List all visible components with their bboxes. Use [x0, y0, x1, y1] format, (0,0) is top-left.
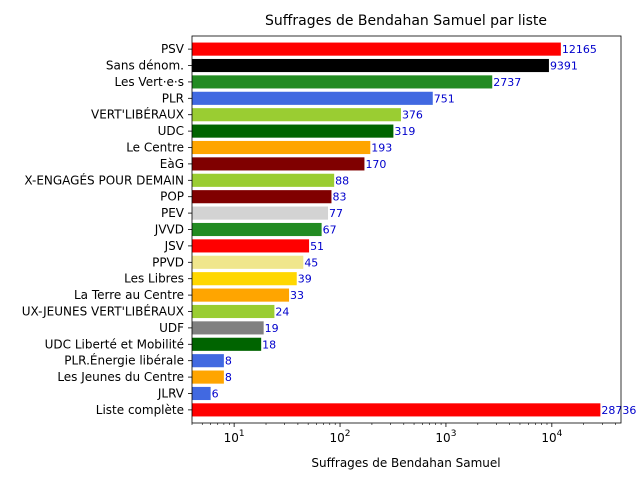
- value-label: 39: [298, 273, 312, 286]
- bar: [192, 272, 297, 286]
- y-tick-label: JVVD: [154, 223, 184, 237]
- bar: [192, 354, 224, 368]
- bar: [192, 337, 262, 351]
- value-label: 2737: [493, 76, 521, 89]
- x-tick-label: 104: [541, 429, 562, 445]
- bar: [192, 190, 332, 204]
- bar: [192, 58, 549, 73]
- y-tick-label: PPVD: [152, 255, 184, 269]
- x-tick-base: 10: [435, 431, 450, 445]
- bar: [192, 75, 493, 89]
- x-tick-exponent: 1: [239, 429, 245, 439]
- bar: [192, 239, 310, 253]
- y-tick-label: PLR: [162, 91, 184, 105]
- y-tick-label: POP: [160, 190, 184, 204]
- bar: [192, 91, 433, 105]
- value-label: 319: [394, 125, 415, 138]
- value-label: 170: [365, 158, 386, 171]
- plot-frame: [191, 35, 622, 424]
- y-tick-label: Sans dénom.: [106, 59, 184, 73]
- y-tick-label: JSV: [164, 239, 185, 253]
- value-label: 45: [304, 256, 318, 269]
- x-tick-base: 10: [224, 431, 239, 445]
- x-tick-exponent: 2: [345, 429, 351, 439]
- bar: [192, 140, 371, 155]
- x-tick-label: 103: [435, 429, 456, 445]
- y-tick-label: UX-JEUNES VERT'LIBÉRAUX: [22, 303, 184, 318]
- x-tick-label: 101: [224, 429, 245, 445]
- y-tick-label: PSV: [161, 42, 185, 56]
- value-label: 8: [225, 371, 232, 384]
- value-label: 8: [225, 355, 232, 368]
- value-label: 51: [310, 240, 324, 253]
- value-label: 83: [332, 191, 346, 204]
- x-axis-label: Suffrages de Bendahan Samuel: [311, 456, 500, 470]
- value-label: 193: [371, 142, 392, 155]
- value-label: 77: [329, 207, 343, 220]
- value-label: 6: [212, 387, 219, 400]
- x-ticks: 101 102 103 104: [191, 423, 616, 445]
- value-label: 9391: [550, 60, 578, 73]
- x-tick-label: 102: [330, 429, 351, 445]
- y-tick-label: Les Vert·e·s: [115, 75, 185, 89]
- bar: [192, 255, 304, 269]
- x-tick-exponent: 3: [451, 429, 457, 439]
- x-tick-base: 10: [541, 431, 556, 445]
- y-tick-label: UDC Liberté et Mobilité: [45, 337, 184, 351]
- y-tick-label: UDC: [158, 124, 184, 138]
- x-tick-exponent: 4: [557, 429, 563, 439]
- value-label: 88: [335, 174, 349, 187]
- chart-title: Suffrages de Bendahan Samuel par liste: [265, 13, 547, 29]
- bar: [192, 157, 365, 171]
- bar: [192, 386, 211, 401]
- value-label: 67: [323, 224, 337, 237]
- y-tick-label: X-ENGAGÉS POUR DEMAIN: [24, 172, 184, 187]
- y-tick-label: JLRV: [157, 386, 185, 400]
- value-label: 12165: [562, 43, 597, 56]
- bar: [192, 42, 561, 56]
- bar: [192, 173, 335, 187]
- bar: [192, 108, 401, 122]
- value-label: 24: [275, 305, 289, 318]
- y-tick-label: PEV: [161, 206, 185, 220]
- y-tick-label: Liste complète: [96, 403, 184, 417]
- value-label: 751: [434, 92, 455, 105]
- bar: [192, 370, 224, 384]
- x-tick-base: 10: [330, 431, 345, 445]
- bar: [192, 206, 329, 220]
- bar: [192, 403, 601, 417]
- y-tick-labels: PSV Sans dénom. Les Vert·e·s PLR VERT'LIBÉRA…: [22, 42, 192, 417]
- bars-group: [192, 42, 601, 417]
- value-labels: 1216593912737751376319193170888377675145…: [212, 43, 637, 417]
- y-tick-label: UDF: [159, 321, 184, 335]
- value-label: 376: [402, 109, 423, 122]
- bar: [192, 304, 275, 319]
- bar: [192, 222, 322, 237]
- y-tick-label: Le Centre: [126, 141, 184, 155]
- y-tick-label: La Terre au Centre: [74, 288, 184, 302]
- y-tick-label: Les Libres: [124, 272, 184, 286]
- value-label: 18: [262, 338, 276, 351]
- y-tick-label: Les Jeunes du Centre: [57, 370, 184, 384]
- value-label: 28736: [601, 404, 636, 417]
- value-label: 19: [265, 322, 279, 335]
- bar: [192, 321, 264, 335]
- y-tick-label: EàG: [160, 157, 184, 171]
- bar: [192, 124, 394, 138]
- value-label: 33: [290, 289, 304, 302]
- y-tick-label: PLR.Énergie libérale: [64, 353, 184, 368]
- bar: [192, 288, 290, 302]
- y-tick-label: VERT'LIBÉRAUX: [91, 107, 184, 122]
